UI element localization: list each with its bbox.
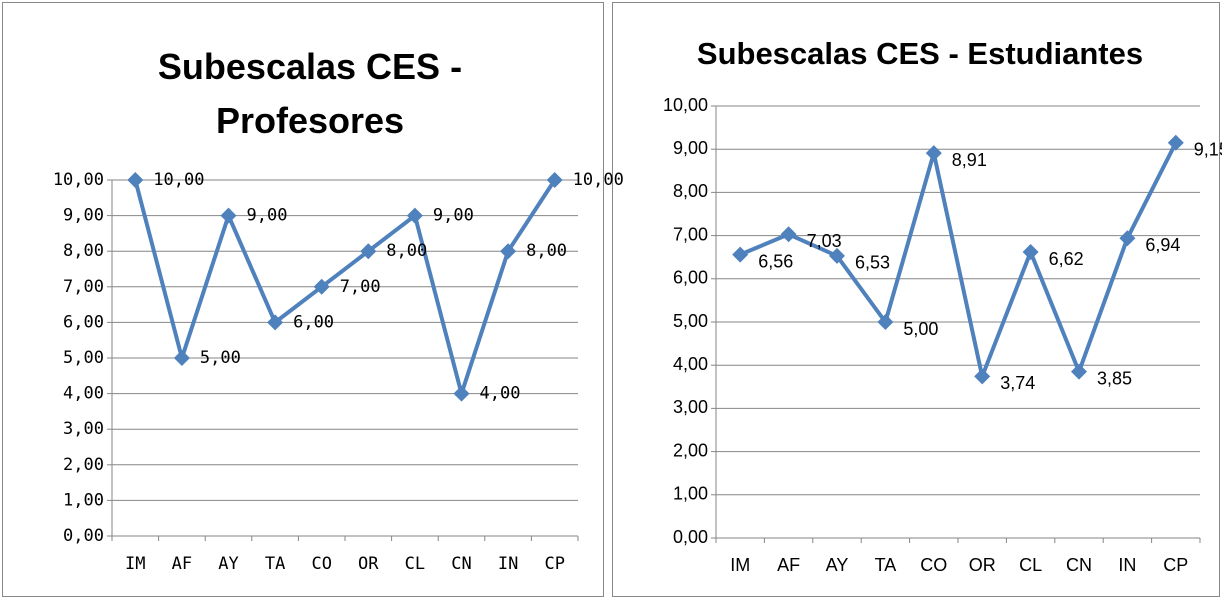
data-marker <box>1119 230 1136 247</box>
data-label: 8,00 <box>526 241 567 261</box>
data-marker <box>1022 244 1039 261</box>
data-label: 8,00 <box>386 241 427 261</box>
x-tick-label: AF <box>172 554 192 574</box>
y-tick-label: 8,00 <box>673 181 708 201</box>
x-tick-label: OR <box>358 554 379 574</box>
x-tick-label: CP <box>544 554 564 574</box>
data-label: 6,00 <box>293 312 334 332</box>
x-tick-label: TA <box>875 555 897 575</box>
data-label: 5,00 <box>903 319 938 339</box>
y-tick-label: 4,00 <box>673 354 708 374</box>
data-marker <box>453 385 470 402</box>
data-marker <box>732 246 749 263</box>
data-label: 6,94 <box>1145 235 1180 255</box>
y-tick-label: 6,00 <box>63 312 104 332</box>
x-tick-label: CN <box>451 554 471 574</box>
data-marker <box>974 368 991 385</box>
data-label: 9,00 <box>433 206 474 226</box>
x-tick-label: IN <box>1118 555 1136 575</box>
x-tick-label: CP <box>1163 555 1188 575</box>
y-tick-label: 6,00 <box>673 268 708 288</box>
data-marker <box>360 243 377 260</box>
data-label: 4,00 <box>480 384 521 404</box>
y-tick-label: 10,00 <box>53 170 104 190</box>
y-tick-label: 1,00 <box>673 484 708 504</box>
data-marker <box>127 172 144 188</box>
data-line <box>133 178 557 396</box>
x-tick-label: IM <box>125 554 145 574</box>
chart-panel <box>2 2 604 597</box>
y-tick-label: 1,00 <box>63 490 104 510</box>
y-tick-label: 9,00 <box>673 138 708 158</box>
y-tick-label: 7,00 <box>673 224 708 244</box>
data-label: 7,03 <box>807 231 842 251</box>
data-label: 6,56 <box>758 251 793 271</box>
x-tick-label: IN <box>498 554 518 574</box>
chart-title: Subescalas CES - Profesores <box>157 46 463 141</box>
data-marker <box>173 350 190 366</box>
data-label: 10,00 <box>573 170 624 190</box>
y-tick-label: 3,00 <box>63 419 104 439</box>
x-tick-label: TA <box>265 554 285 574</box>
y-tick-label: 5,00 <box>673 311 708 331</box>
data-label: 9,00 <box>247 206 288 226</box>
data-marker <box>313 278 330 295</box>
x-tick-label: CO <box>920 555 947 575</box>
data-marker <box>406 207 423 224</box>
x-tick-label: OR <box>969 555 996 575</box>
data-marker <box>1167 134 1184 151</box>
y-tick-label: 3,00 <box>673 397 708 417</box>
x-tick-label: CL <box>1019 555 1042 575</box>
data-marker <box>220 207 237 224</box>
data-line <box>739 141 1178 379</box>
chart-panel <box>612 2 1220 597</box>
data-label: 8,91 <box>952 150 987 170</box>
data-marker <box>829 247 845 264</box>
data-label: 5,00 <box>200 348 241 368</box>
data-label: 3,74 <box>1000 373 1035 393</box>
data-label: 10,00 <box>153 170 204 190</box>
data-marker <box>1071 363 1087 380</box>
y-tick-label: 7,00 <box>63 277 104 297</box>
y-tick-label: 4,00 <box>63 384 104 404</box>
y-tick-label: 5,00 <box>63 348 104 368</box>
data-label: 6,53 <box>855 253 890 273</box>
data-label: 7,00 <box>340 277 381 297</box>
data-marker <box>546 172 563 188</box>
x-tick-label: AY <box>826 555 849 575</box>
y-tick-label: 9,00 <box>63 206 104 226</box>
data-marker <box>267 314 284 331</box>
x-tick-label: AF <box>777 555 800 575</box>
x-tick-label: IM <box>730 555 750 575</box>
y-tick-label: 0,00 <box>673 527 708 547</box>
data-label: 9,15 <box>1194 139 1222 159</box>
data-marker <box>780 226 797 243</box>
data-marker <box>925 145 942 162</box>
x-tick-label: CN <box>1066 555 1092 575</box>
data-label: 3,85 <box>1097 368 1132 388</box>
y-tick-label: 10,00 <box>663 95 708 115</box>
data-label: 6,62 <box>1049 249 1084 269</box>
y-tick-label: 2,00 <box>673 440 708 460</box>
x-tick-label: AY <box>218 554 238 574</box>
y-tick-label: 2,00 <box>63 455 104 475</box>
chart-title: Subescalas CES - Estudiantes <box>696 36 1144 71</box>
data-marker <box>877 314 894 330</box>
data-marker <box>500 243 517 260</box>
y-tick-label: 0,00 <box>63 526 104 546</box>
x-tick-label: CO <box>311 554 331 574</box>
y-tick-label: 8,00 <box>63 241 104 261</box>
x-tick-label: CL <box>405 554 425 574</box>
